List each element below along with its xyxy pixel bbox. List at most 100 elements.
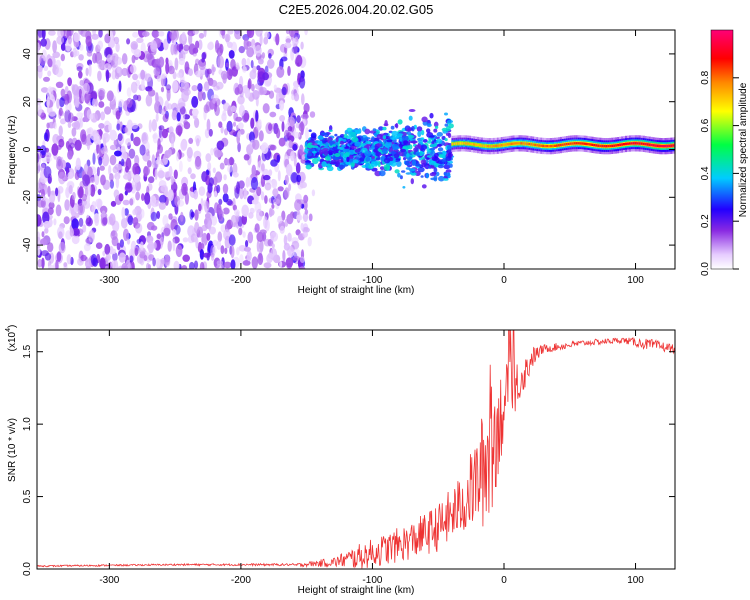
- heatmap-cell: [376, 143, 382, 147]
- heatmap-cell: [125, 157, 132, 170]
- heatmap-cell: [243, 112, 250, 122]
- heatmap-cell: [376, 134, 383, 140]
- heatmap-cell: [577, 142, 580, 145]
- heatmap-cell: [218, 209, 224, 222]
- heatmap-cell: [421, 184, 427, 189]
- heatmap-cell: [245, 240, 249, 248]
- heatmap-cell: [199, 249, 205, 260]
- heatmap-cell: [406, 153, 410, 158]
- heatmap-cell: [375, 157, 381, 161]
- colorbar-label: Normalized spectral amplitude: [738, 82, 749, 217]
- heatmap-cell: [492, 144, 495, 148]
- snr-x-label: Height of straight line (km): [298, 585, 415, 596]
- heatmap-cell: [276, 127, 281, 139]
- heatmap-cell: [37, 258, 42, 268]
- heatmap-cell: [528, 142, 531, 146]
- heatmap-cell: [212, 239, 218, 247]
- heatmap-cell: [88, 230, 95, 243]
- heatmap-cell: [296, 214, 303, 221]
- heatmap-cell: [99, 165, 105, 171]
- heatmap-cell: [98, 123, 105, 129]
- heatmap-cell: [63, 262, 68, 268]
- heatmap-cell: [184, 82, 190, 92]
- heatmap-cell: [124, 208, 129, 216]
- heatmap-cell: [408, 109, 416, 112]
- heatmap-cell: [58, 107, 63, 116]
- heatmap-cell: [126, 97, 133, 108]
- heatmap-cell: [275, 33, 280, 46]
- heatmap-cell: [355, 129, 361, 135]
- heatmap-cell: [408, 115, 413, 121]
- heatmap-cell: [52, 40, 57, 53]
- heatmap-cell: [599, 144, 602, 148]
- heatmap-cell: [67, 35, 72, 45]
- heatmap-cell: [652, 144, 655, 147]
- heatmap-cell: [347, 138, 352, 144]
- heatmap-cell: [261, 142, 269, 155]
- heatmap-cell: [281, 121, 285, 132]
- heatmap-cell: [155, 63, 162, 72]
- heatmap-cell: [337, 146, 342, 150]
- heatmap-cell: [267, 239, 274, 247]
- heatmap-cell: [58, 171, 66, 185]
- heatmap-cell: [85, 217, 93, 227]
- heatmap-cell: [246, 57, 251, 67]
- heatmap-cell: [93, 133, 101, 145]
- heatmap-cell: [263, 262, 272, 269]
- heatmap-cell: [199, 261, 205, 269]
- heatmap-cell: [287, 65, 291, 77]
- heatmap-cell: [78, 54, 84, 61]
- heatmap-cell: [83, 163, 89, 173]
- heatmap-cell: [514, 142, 517, 145]
- heatmap-cell: [41, 231, 45, 238]
- heatmap-cell: [118, 252, 126, 263]
- heatmap-cell: [449, 163, 453, 168]
- heatmap-cell: [167, 240, 172, 252]
- heatmap-cell: [405, 172, 412, 175]
- heatmap-cell: [193, 260, 199, 269]
- heatmap-cell: [208, 128, 213, 137]
- heatmap-cell: [317, 135, 324, 140]
- heatmap-cell: [111, 248, 117, 254]
- heatmap-cell: [469, 142, 472, 146]
- heatmap-cell: [198, 203, 202, 212]
- heatmap-cell: [100, 111, 106, 121]
- heatmap-cell: [286, 132, 292, 142]
- heatmap-cell: [305, 127, 309, 140]
- heatmap-cell: [76, 112, 84, 118]
- heatmap-cell: [382, 126, 387, 131]
- heatmap-cell: [296, 202, 301, 212]
- heatmap-cell: [216, 81, 224, 90]
- heatmap-cell: [354, 148, 361, 153]
- heatmap-cell: [238, 227, 243, 236]
- heatmap-cell: [130, 132, 134, 142]
- heatmap-cell: [86, 137, 91, 151]
- heatmap-cell: [351, 162, 355, 167]
- heatmap-cell: [129, 198, 134, 206]
- heatmap-cell: [290, 150, 295, 162]
- heatmap-cell: [71, 84, 80, 96]
- heatmap-cell: [516, 142, 519, 145]
- heatmap-cell: [176, 103, 183, 109]
- heatmap-cell: [71, 234, 80, 245]
- heatmap-cell: [473, 143, 476, 146]
- heatmap-cell: [308, 129, 312, 132]
- heatmap-cell: [126, 38, 131, 45]
- heatmap-cell: [243, 154, 250, 161]
- heatmap-cell: [437, 147, 444, 152]
- heatmap-cell: [443, 164, 451, 170]
- heatmap-cell: [226, 198, 233, 206]
- heatmap-cell: [443, 172, 451, 177]
- heatmap-cell: [187, 167, 192, 175]
- heatmap-cell: [211, 64, 215, 76]
- heatmap-cell: [160, 108, 166, 116]
- heatmap-cell: [481, 144, 484, 147]
- heatmap-cell: [260, 163, 265, 172]
- heatmap-cell: [115, 176, 120, 189]
- heatmap-cell: [404, 160, 410, 166]
- heatmap-cell: [125, 138, 132, 146]
- heatmap-cell: [463, 142, 466, 145]
- heatmap-cell: [232, 172, 239, 178]
- heatmap-cell: [461, 142, 464, 145]
- heatmap-cell: [247, 231, 254, 244]
